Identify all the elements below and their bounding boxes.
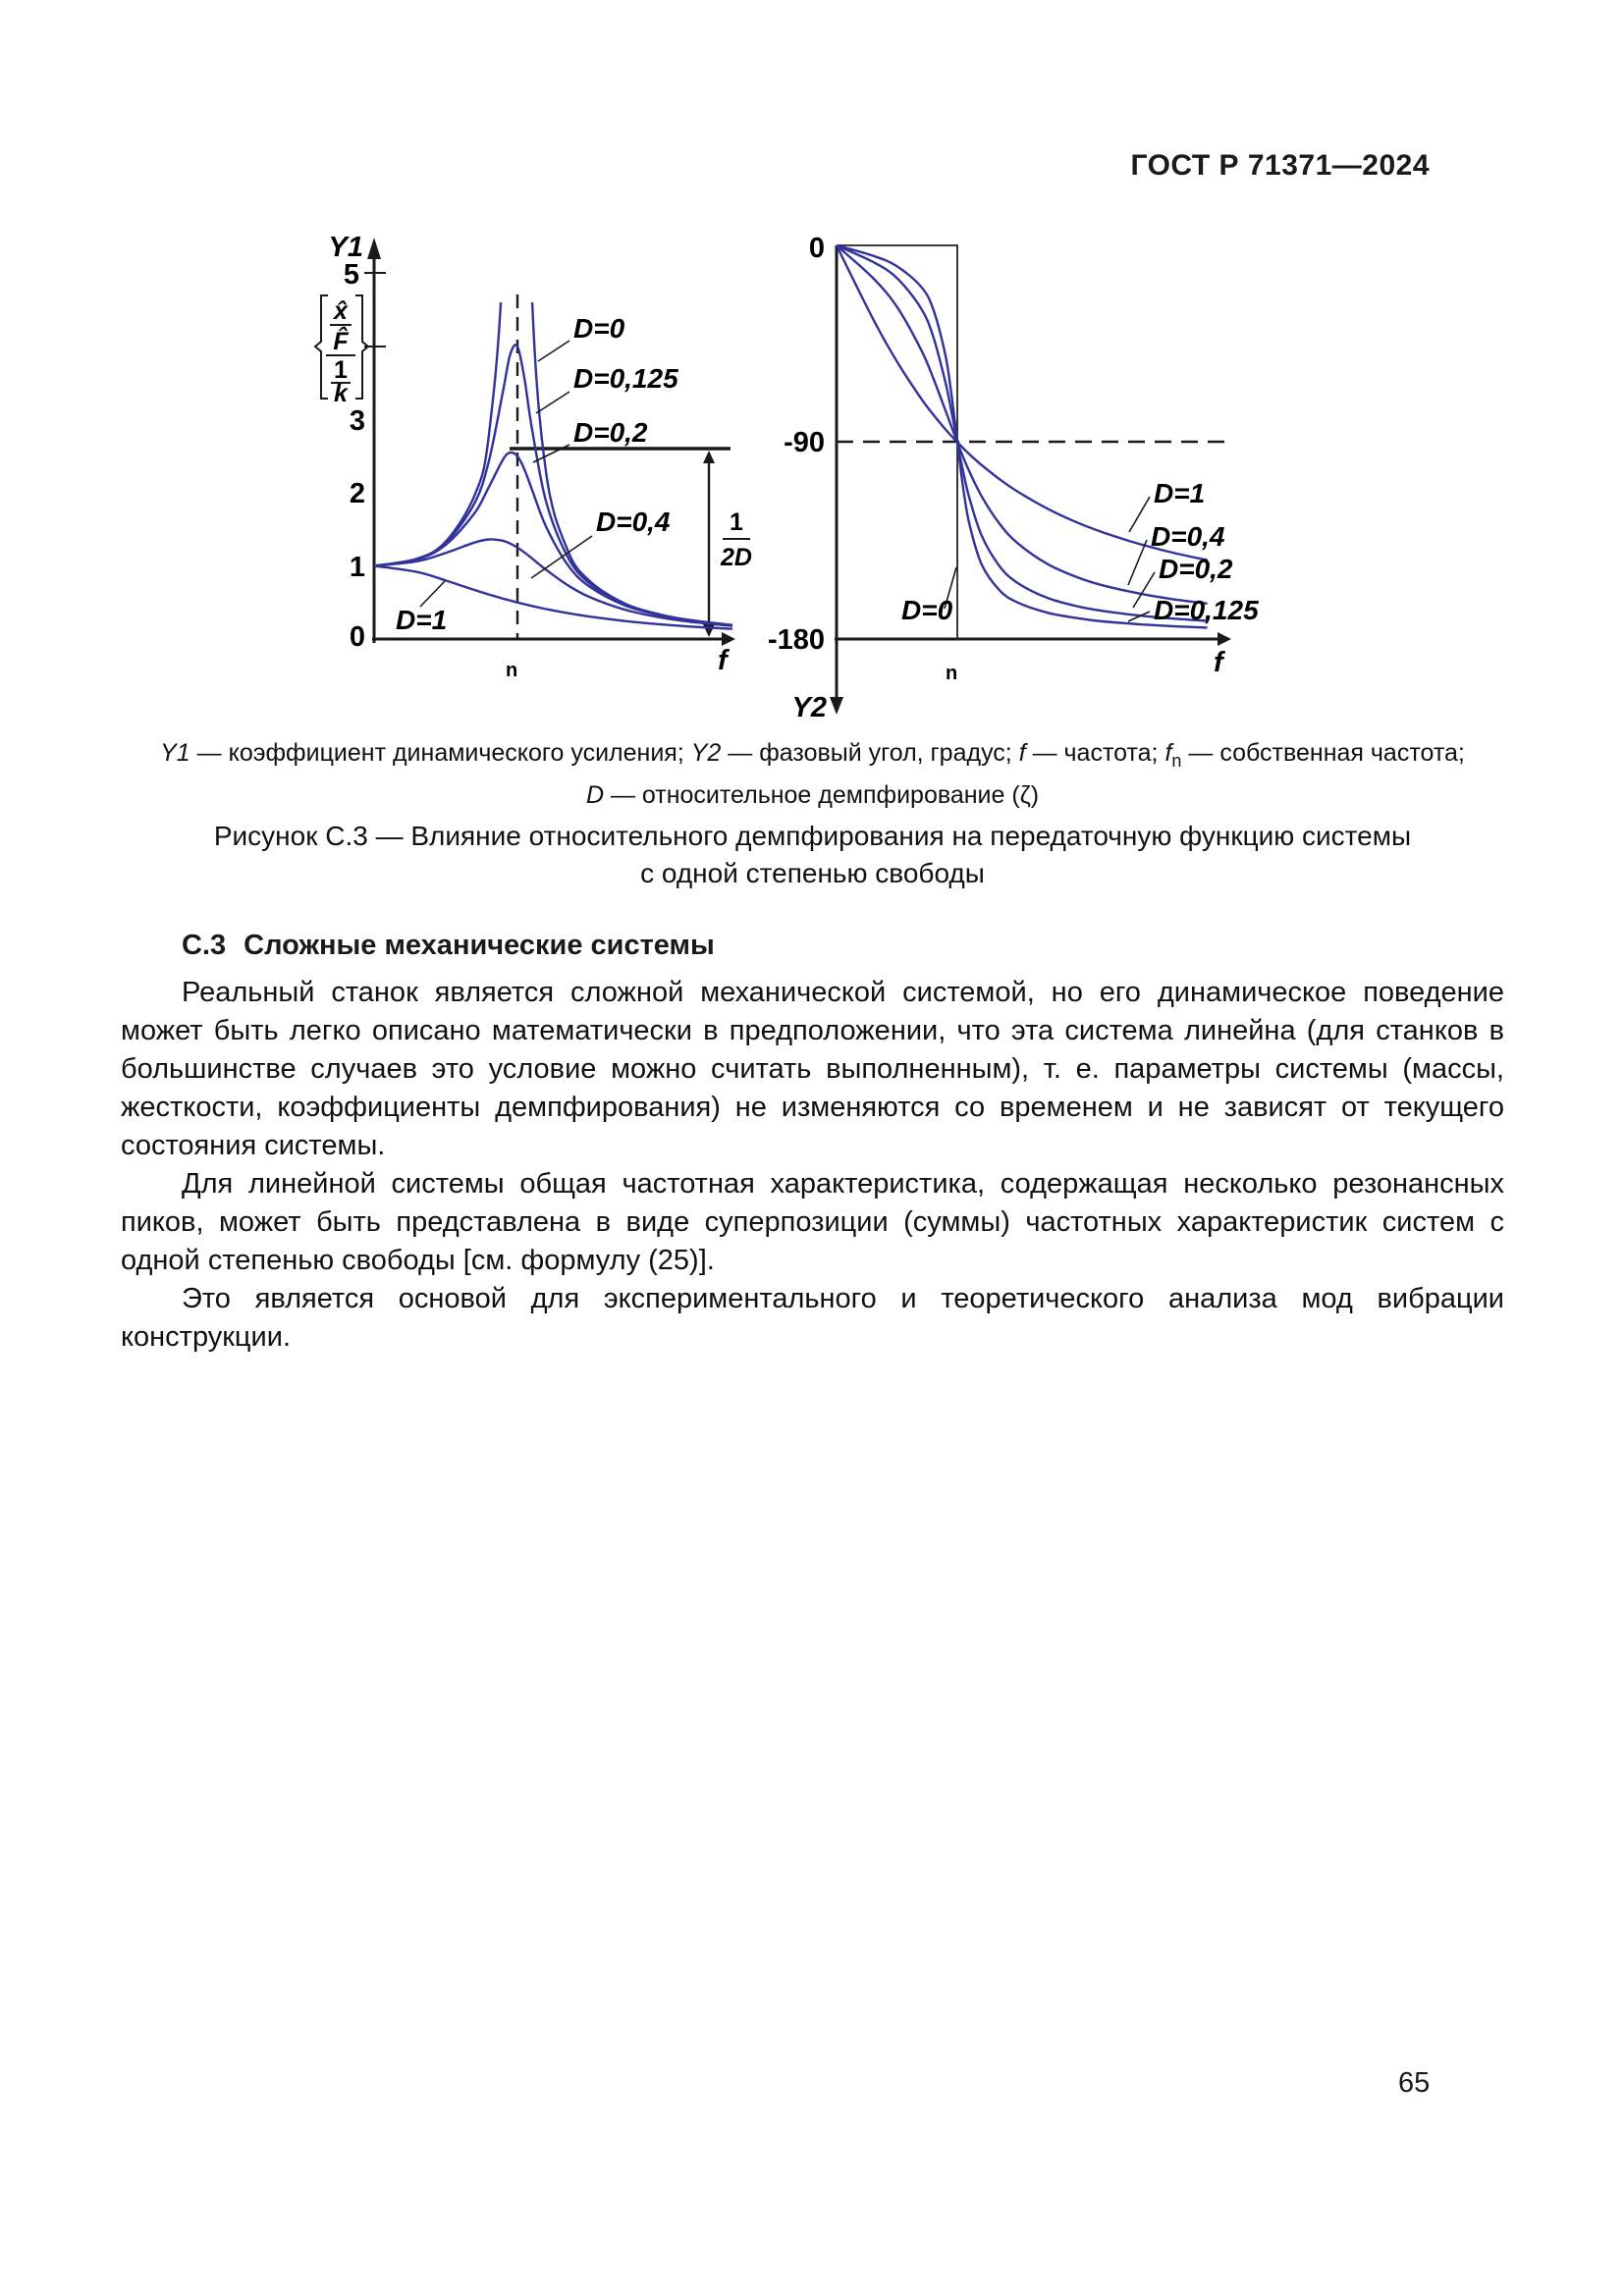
half-2d-den: 2D bbox=[720, 544, 752, 571]
legend-text: — относительное демпфирование (ζ) bbox=[604, 781, 1040, 809]
curve-D-0-2 bbox=[373, 451, 733, 627]
phase-curves bbox=[835, 243, 1208, 640]
arrow-up-icon bbox=[703, 451, 715, 463]
legend-y2: Y2 bbox=[690, 739, 722, 767]
legend-f: f bbox=[1018, 739, 1026, 767]
y-axis-label: Y1 bbox=[329, 232, 363, 263]
ytick-2: 2 bbox=[350, 478, 365, 509]
arrow-down-icon bbox=[703, 624, 715, 637]
x-axis-label: f bbox=[1214, 647, 1226, 678]
figure-title: Рисунок С.3 — Влияние относительного дем… bbox=[121, 818, 1504, 892]
y-axis-unit-fraction: x̂ F̂ 1 k bbox=[313, 294, 370, 407]
legend-text: — коэффициент динамического усиления; bbox=[189, 739, 691, 767]
x-axis-label: f bbox=[718, 645, 731, 676]
right-brace-icon bbox=[355, 294, 370, 400]
curve-D-0-2 bbox=[836, 243, 1208, 622]
amplitude-chart: Y1 f 5 3 2 1 0 x̂ F̂ 1 k n 1 bbox=[313, 232, 752, 681]
leader-line bbox=[535, 391, 570, 414]
curve-D-0-4 bbox=[373, 538, 733, 627]
section-number: С.3 bbox=[182, 930, 227, 961]
fn-tick-label: n bbox=[506, 660, 517, 681]
leader-line bbox=[532, 444, 570, 463]
paragraph: Реальный станок является сложной механич… bbox=[121, 977, 1504, 1161]
section-heading: С.3 Сложные механические системы bbox=[121, 930, 1504, 962]
curve-label-d1: D=1 bbox=[396, 605, 447, 635]
figure-legend-line1: Y1 — коэффициент динамического усиления;… bbox=[121, 736, 1504, 778]
legend-text: — фазовый угол, градус; bbox=[721, 739, 1019, 767]
leader-line bbox=[419, 580, 446, 608]
ytick-minus90: -90 bbox=[784, 427, 825, 458]
ytick-3: 3 bbox=[350, 405, 365, 437]
x-axis-arrow-icon bbox=[722, 632, 735, 646]
curve-D-0-4 bbox=[836, 244, 1208, 606]
curve-D-0 bbox=[373, 302, 733, 626]
document-code-header: ГОСТ Р 71371—2024 bbox=[1130, 149, 1430, 182]
x-axis-arrow-icon bbox=[1218, 632, 1231, 646]
curve-label-d02: D=0,2 bbox=[1159, 554, 1233, 584]
y-axis-arrow-icon bbox=[830, 697, 843, 715]
ytick-minus180: -180 bbox=[768, 624, 825, 656]
frac-k: k bbox=[334, 380, 349, 407]
frac-F-hat: F̂ bbox=[333, 326, 349, 355]
half-2d-label: 1 2D bbox=[720, 508, 752, 571]
curve-label-d0125: D=0,125 bbox=[573, 363, 678, 394]
half-2d-num: 1 bbox=[730, 508, 743, 536]
figure-title-line1: Рисунок С.3 — Влияние относительного дем… bbox=[213, 821, 1412, 851]
figure-legend-line2: D — относительное демпфирование (ζ) bbox=[121, 778, 1504, 813]
curve-D-1 bbox=[835, 244, 1208, 561]
curve-label-d1: D=1 bbox=[1154, 478, 1205, 508]
section-c3: С.3 Сложные механические системы Реальный… bbox=[121, 930, 1504, 1357]
ytick-1: 1 bbox=[350, 552, 365, 583]
y-axis-arrow-icon bbox=[367, 238, 381, 259]
curve-label-d0: D=0 bbox=[573, 313, 625, 344]
figure-c3-charts: Y1 f 5 3 2 1 0 x̂ F̂ 1 k n 1 bbox=[313, 232, 1259, 723]
leader-line bbox=[1132, 571, 1156, 609]
paragraph: Это является основой для экспериментальн… bbox=[121, 1283, 1504, 1353]
figure-title-line2: с одной степенью свободы bbox=[640, 858, 985, 888]
page-number: 65 bbox=[1398, 2067, 1431, 2099]
legend-fn: f bbox=[1164, 739, 1172, 767]
legend-fn-sub: n bbox=[1171, 751, 1182, 771]
leader-line bbox=[1127, 611, 1151, 622]
ytick-0: 0 bbox=[809, 233, 825, 264]
curve-label-d0125: D=0,125 bbox=[1154, 595, 1259, 625]
curve-label-d04: D=0,4 bbox=[1151, 521, 1225, 552]
section-title: Сложные механические системы bbox=[244, 930, 715, 961]
curve-label-d0: D=0 bbox=[901, 595, 953, 625]
legend-y1: Y1 bbox=[160, 739, 190, 767]
left-brace-icon bbox=[313, 294, 328, 400]
legend-text: — собственная частота; bbox=[1181, 739, 1465, 767]
frac-x-hat: x̂ bbox=[332, 297, 349, 325]
ytick-0: 0 bbox=[350, 621, 365, 653]
leader-line bbox=[1127, 539, 1148, 586]
legend-d: D bbox=[585, 781, 604, 809]
curve-label-d02: D=0,2 bbox=[573, 417, 648, 448]
leader-line bbox=[1128, 496, 1151, 533]
leader-line bbox=[537, 340, 570, 362]
curve-D-0-125 bbox=[373, 344, 733, 627]
figure-legend: Y1 — коэффициент динамического усиления;… bbox=[121, 736, 1504, 813]
frac-one: 1 bbox=[334, 356, 348, 384]
phase-chart: 0 -90 -180 Y2 f n D=1 D=0,4 D=0,2 D=0,12… bbox=[768, 233, 1259, 723]
fn-tick-label: n bbox=[946, 663, 957, 684]
curve-D-0-125 bbox=[836, 243, 1208, 629]
curve-label-d04: D=0,4 bbox=[596, 507, 671, 537]
curve-D-1 bbox=[373, 564, 733, 630]
ytick-5: 5 bbox=[344, 259, 359, 291]
y-axis-label: Y2 bbox=[792, 692, 827, 723]
leader-line bbox=[530, 535, 593, 579]
legend-text: — частота; bbox=[1025, 739, 1165, 767]
leader-line bbox=[944, 566, 957, 610]
amplitude-curves bbox=[373, 302, 733, 630]
paragraph: Для линейной системы общая частотная хар… bbox=[121, 1168, 1504, 1276]
